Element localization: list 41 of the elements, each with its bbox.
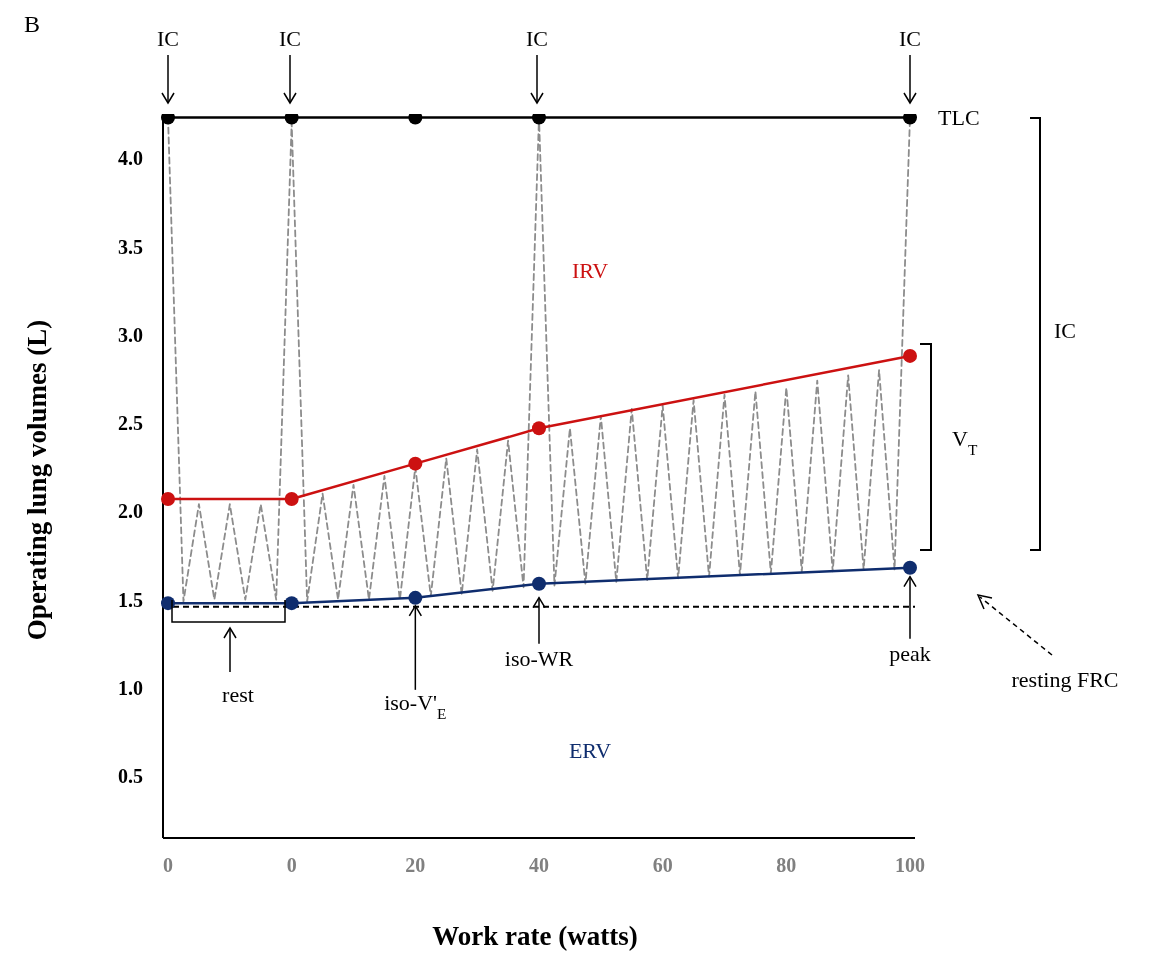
text: IC: [157, 26, 179, 51]
point: [284, 596, 299, 611]
annotation: peak: [889, 640, 931, 666]
x-tick-label: 40: [529, 854, 549, 877]
y-tick-label: 3.5: [118, 235, 143, 258]
x-tick-label: 80: [776, 854, 797, 877]
point: [532, 576, 546, 591]
text: IC: [526, 26, 548, 51]
y-tick-label: 2.0: [118, 500, 143, 523]
y-tick-label: 2.5: [118, 412, 143, 435]
x-tick-label: 60: [652, 854, 673, 877]
x-tick-label: 100: [895, 854, 925, 877]
x-tick-label: 0: [286, 854, 297, 877]
text: TLC: [938, 105, 980, 130]
point: [161, 491, 175, 506]
text: IC: [899, 26, 921, 51]
y-tick-label: 4.0: [118, 147, 143, 170]
y-tick-label: 1.5: [118, 588, 143, 611]
point: [408, 590, 423, 605]
y-tick-label: 3.0: [118, 323, 143, 346]
y-tick-label: 1.0: [118, 677, 143, 699]
y-tick-label: 0.5: [118, 765, 143, 788]
text: IC: [1054, 318, 1076, 343]
x-tick-label: 20: [405, 854, 426, 877]
annotation: IRV: [571, 258, 609, 283]
point: [903, 348, 917, 363]
chart-title: B: [24, 11, 41, 37]
y-axis-title: Operating lung volumes (L): [22, 319, 52, 641]
text: IC: [279, 26, 301, 51]
point: [903, 560, 917, 575]
point: [408, 456, 423, 471]
point: [532, 421, 546, 436]
x-tick-label: 0: [163, 854, 173, 877]
ref-line-label: resting FRC: [1011, 667, 1119, 692]
annotation: iso-WR: [504, 645, 574, 671]
point: [284, 491, 299, 506]
annotation: rest: [222, 682, 254, 707]
text: V$_{T}$: [952, 426, 978, 458]
annotation: iso-V'$_{E}$: [384, 689, 447, 722]
annotation: ERV: [568, 738, 612, 763]
x-axis-title: Work rate (watts): [432, 921, 638, 951]
